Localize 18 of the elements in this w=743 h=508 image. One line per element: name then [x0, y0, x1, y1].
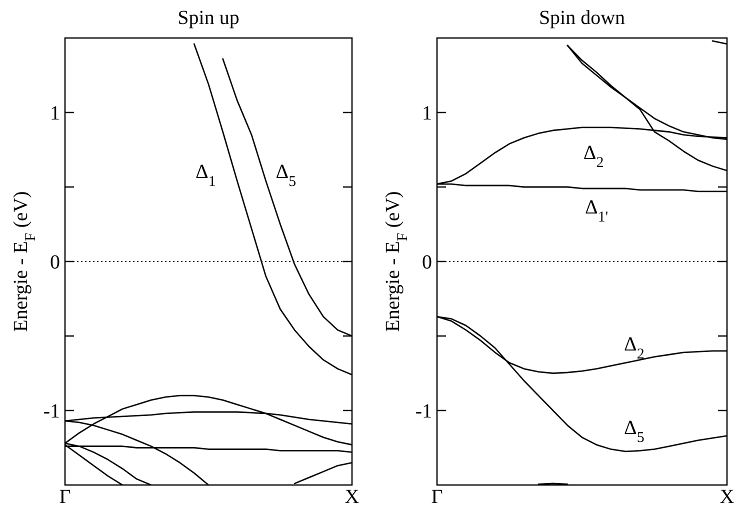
chart-title: Spin up	[178, 7, 240, 29]
x-tick-label: X	[720, 486, 735, 508]
annotation: Δ$_{1}$	[195, 160, 216, 190]
x-tick-label: Γ	[59, 486, 71, 508]
chart-title: Spin down	[538, 7, 626, 29]
y-tick-label: 0	[422, 252, 432, 274]
x-tick-label: Γ	[431, 486, 443, 508]
y-tick-label: 0	[50, 252, 60, 274]
y-tick-label: 1	[50, 102, 60, 124]
y-tick-label: -1	[415, 400, 432, 422]
annotation: Δ$_{2}$	[583, 142, 604, 171]
annotation: Δ$_{5}$	[624, 416, 644, 446]
annotation: Δ$_{2}$	[624, 333, 644, 362]
annotation: Δ$_{5}$	[276, 160, 296, 190]
y-tick-label: -1	[43, 400, 60, 422]
y-tick-label: 1	[422, 102, 432, 124]
x-tick-label: X	[344, 486, 360, 508]
annotation: Δ$_{1'}$	[584, 196, 608, 226]
